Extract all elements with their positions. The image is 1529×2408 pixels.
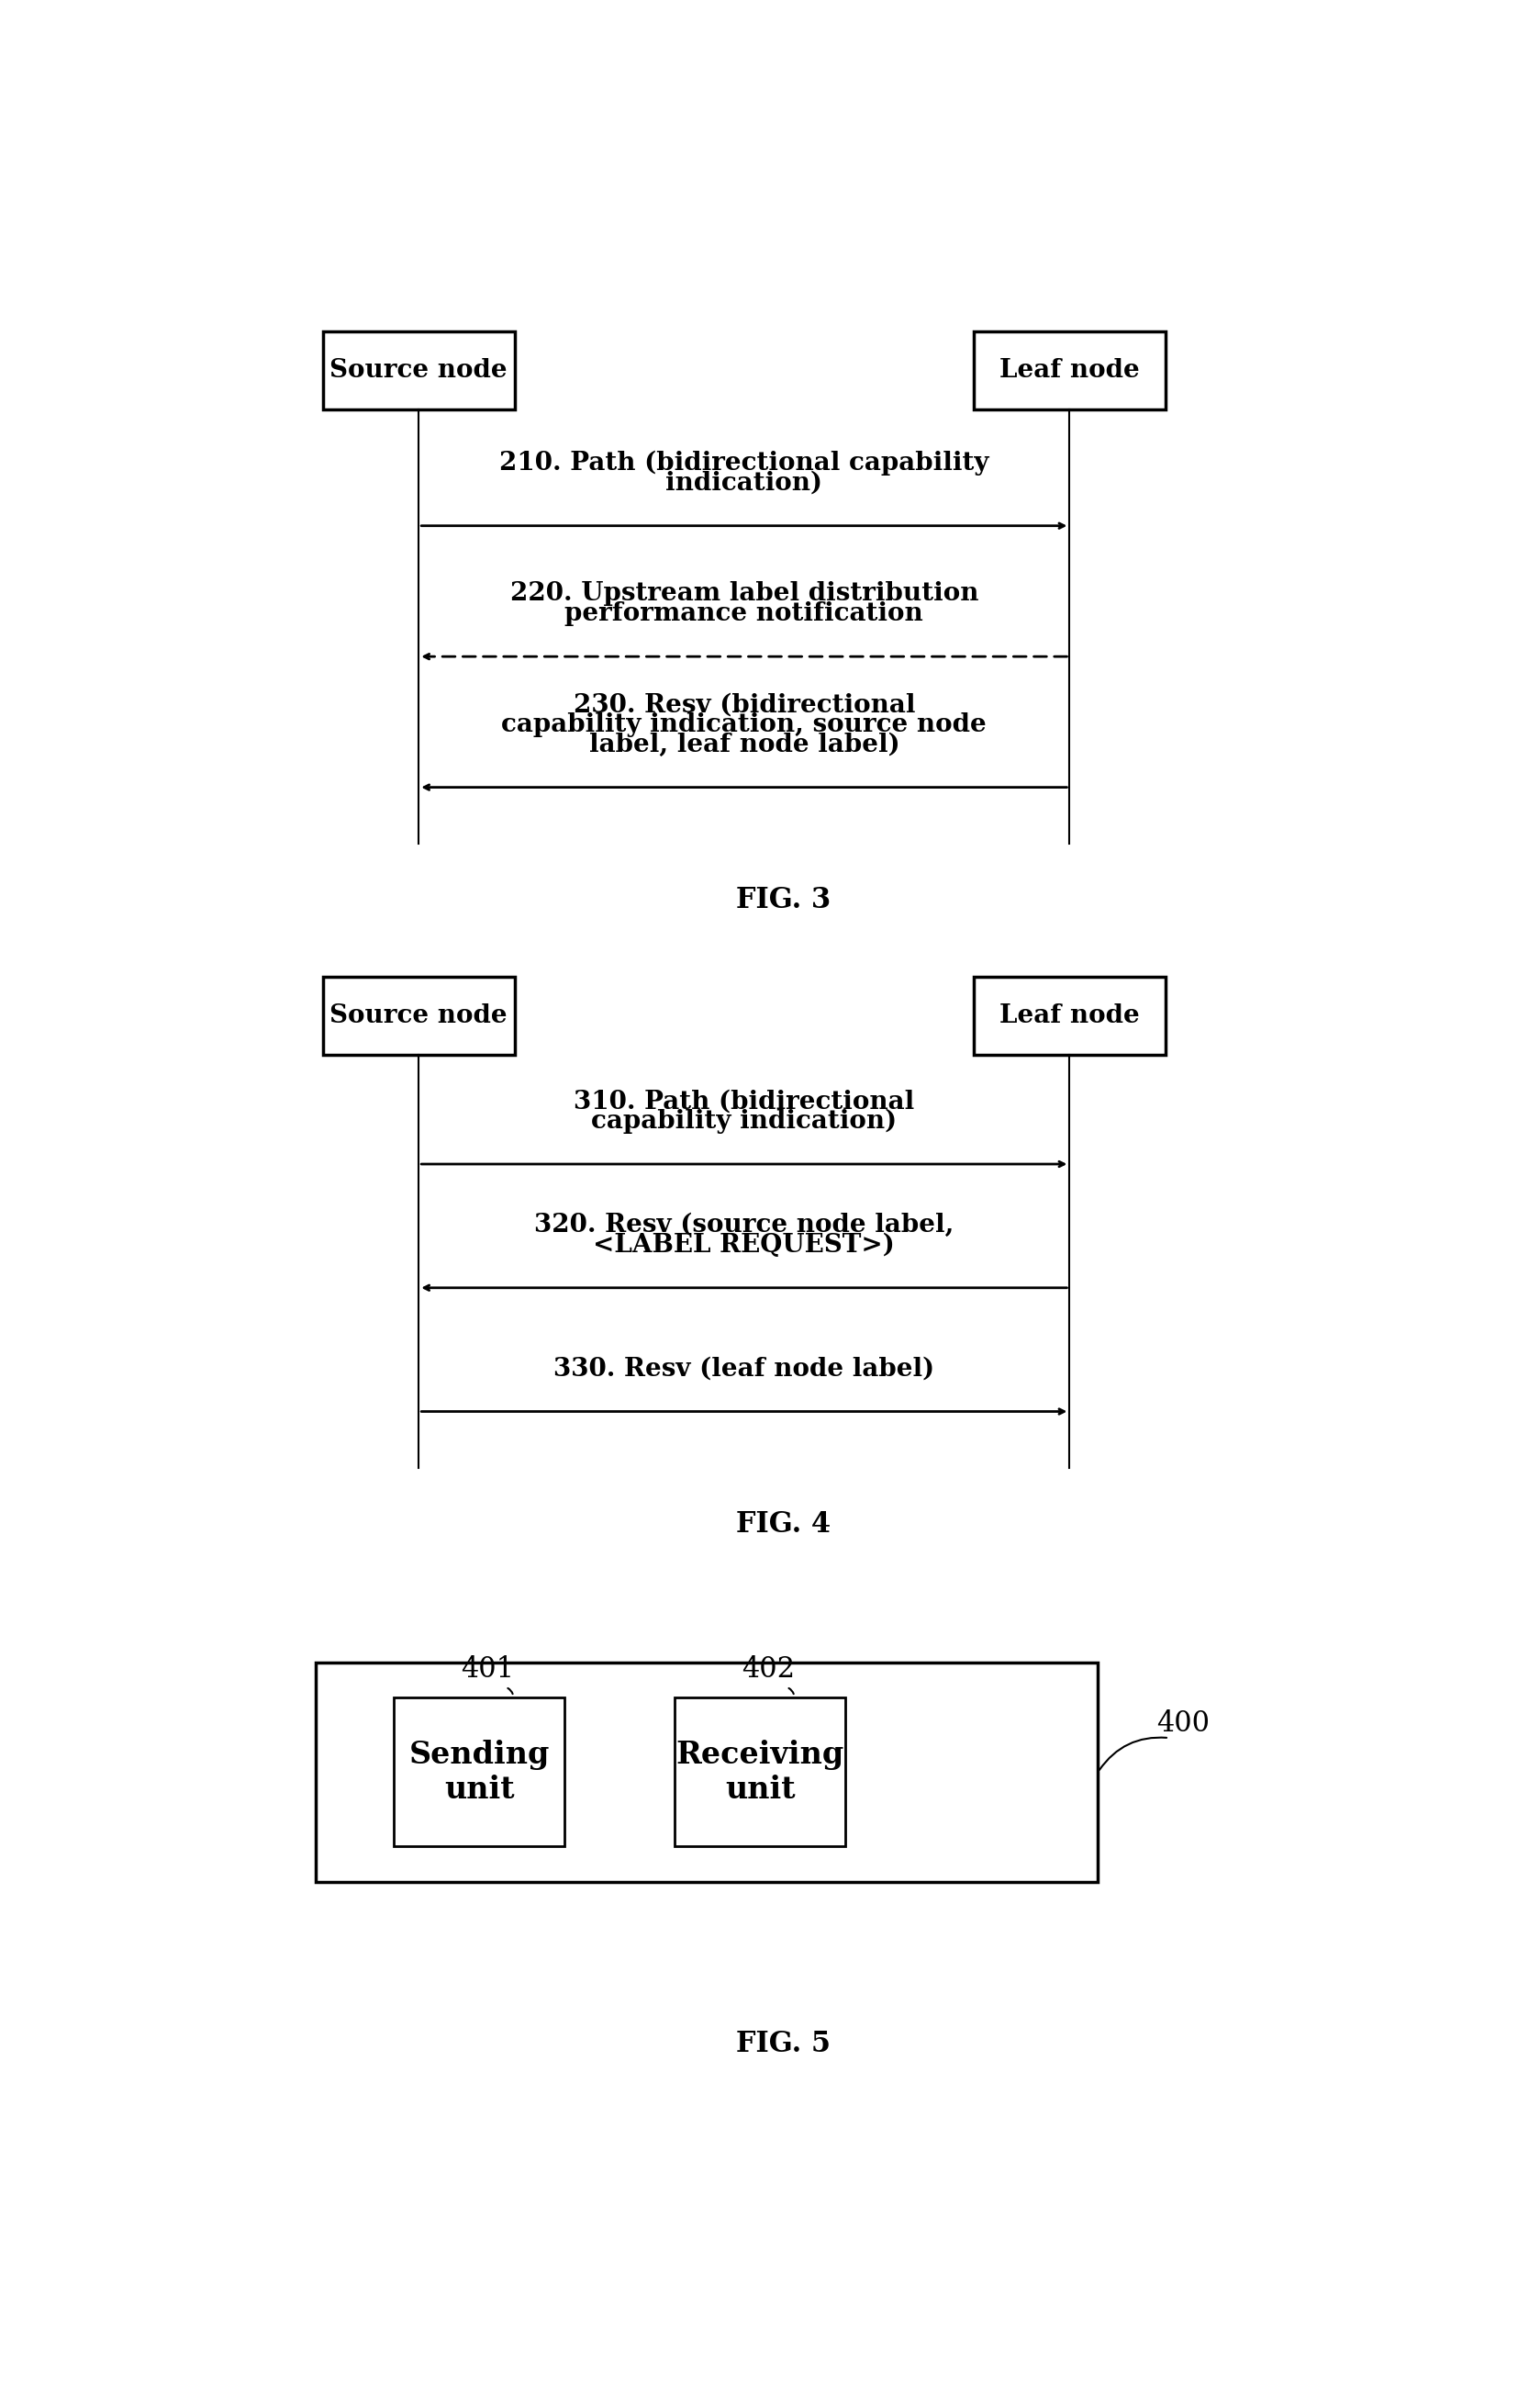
Bar [394,1698,564,1847]
Text: 401: 401 [462,1654,514,1683]
Text: capability indication, source node: capability indication, source node [502,713,986,737]
Text: FIG. 4: FIG. 4 [737,1510,830,1539]
Text: 230. Resv (bidirectional: 230. Resv (bidirectional [573,694,914,718]
Text: 220. Upstream label distribution: 220. Upstream label distribution [509,583,979,607]
Bar [974,978,1165,1055]
Text: capability indication): capability indication) [592,1108,898,1134]
Text: 320. Resv (source node label,: 320. Resv (source node label, [534,1214,954,1238]
Bar [674,1698,846,1847]
Bar [323,332,515,409]
Bar [323,978,515,1055]
Text: Receiving
unit: Receiving unit [676,1739,844,1804]
Text: Leaf node: Leaf node [1000,1004,1139,1028]
Text: 330. Resv (leaf node label): 330. Resv (leaf node label) [553,1356,934,1382]
Text: Sending
unit: Sending unit [408,1739,549,1804]
Bar [974,332,1165,409]
Text: 400: 400 [1157,1710,1209,1739]
Text: indication): indication) [665,470,823,496]
Text: FIG. 5: FIG. 5 [737,2030,830,2059]
Text: <LABEL REQUEST>): <LABEL REQUEST>) [593,1233,894,1257]
Text: FIG. 3: FIG. 3 [737,886,830,915]
Text: Source node: Source node [330,359,508,383]
Text: performance notification: performance notification [564,602,924,626]
Text: 402: 402 [742,1654,795,1683]
Text: 210. Path (bidirectional capability: 210. Path (bidirectional capability [500,450,989,474]
Text: 310. Path (bidirectional: 310. Path (bidirectional [573,1088,914,1115]
Text: Leaf node: Leaf node [1000,359,1139,383]
Bar [315,1662,1098,1881]
Text: Source node: Source node [330,1004,508,1028]
Text: label, leaf node label): label, leaf node label) [589,732,899,756]
